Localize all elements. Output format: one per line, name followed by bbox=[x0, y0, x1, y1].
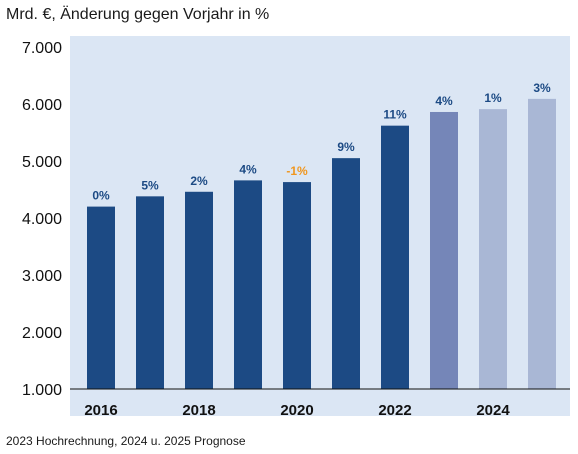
bar-2018 bbox=[185, 191, 213, 389]
bar-series bbox=[87, 98, 556, 390]
y-tick-label: 5.000 bbox=[22, 154, 62, 171]
y-tick-label: 2.000 bbox=[22, 325, 62, 342]
data-label-2020: -1% bbox=[286, 164, 308, 178]
y-tick-label: 7.000 bbox=[22, 40, 62, 57]
data-labels: 0% 5% 2% 4% -1% 9% 11% 4% 1% 3% bbox=[92, 81, 551, 203]
bar-2024 bbox=[479, 109, 507, 389]
bar-2020 bbox=[283, 182, 311, 389]
footnote: 2023 Hochrechnung, 2024 u. 2025 Prognose bbox=[6, 434, 246, 448]
data-label-2025: 3% bbox=[533, 81, 551, 95]
chart-title: Mrd. €, Änderung gegen Vorjahr in % bbox=[6, 6, 270, 23]
bar-2023 bbox=[430, 111, 458, 389]
data-label-2022: 11% bbox=[383, 108, 407, 122]
data-label-2019: 4% bbox=[239, 162, 257, 176]
bar-2021 bbox=[332, 158, 360, 389]
bar-2022 bbox=[381, 125, 409, 389]
chart-area: 1.000 2.000 3.000 4.000 5.000 6.000 7.000 0% 5%… bbox=[0, 30, 578, 425]
bar-chart: 1.000 2.000 3.000 4.000 5.000 6.000 7.000 0% 5%… bbox=[22, 36, 570, 419]
bar-2025 bbox=[528, 98, 556, 390]
data-label-2021: 9% bbox=[337, 140, 355, 154]
data-label-2017: 5% bbox=[141, 178, 159, 192]
y-tick-label: 3.000 bbox=[22, 268, 62, 285]
bar-2016 bbox=[87, 206, 115, 389]
x-tick-label: 2024 bbox=[476, 402, 510, 419]
y-tick-label: 4.000 bbox=[22, 211, 62, 228]
y-tick-label: 1.000 bbox=[22, 382, 62, 399]
x-axis: 2016 2018 2020 2022 2024 bbox=[84, 402, 510, 419]
data-label-2023: 4% bbox=[435, 94, 453, 108]
x-tick-label: 2020 bbox=[280, 402, 313, 419]
bar-2019 bbox=[234, 180, 262, 389]
x-tick-label: 2022 bbox=[378, 402, 411, 419]
x-tick-label: 2018 bbox=[182, 402, 215, 419]
data-label-2018: 2% bbox=[190, 174, 208, 188]
y-axis: 1.000 2.000 3.000 4.000 5.000 6.000 7.000 bbox=[22, 40, 62, 399]
x-tick-label: 2016 bbox=[84, 402, 117, 419]
data-label-2024: 1% bbox=[484, 91, 502, 105]
bar-2017 bbox=[136, 196, 164, 389]
y-tick-label: 6.000 bbox=[22, 97, 62, 114]
data-label-2016: 0% bbox=[92, 189, 110, 203]
